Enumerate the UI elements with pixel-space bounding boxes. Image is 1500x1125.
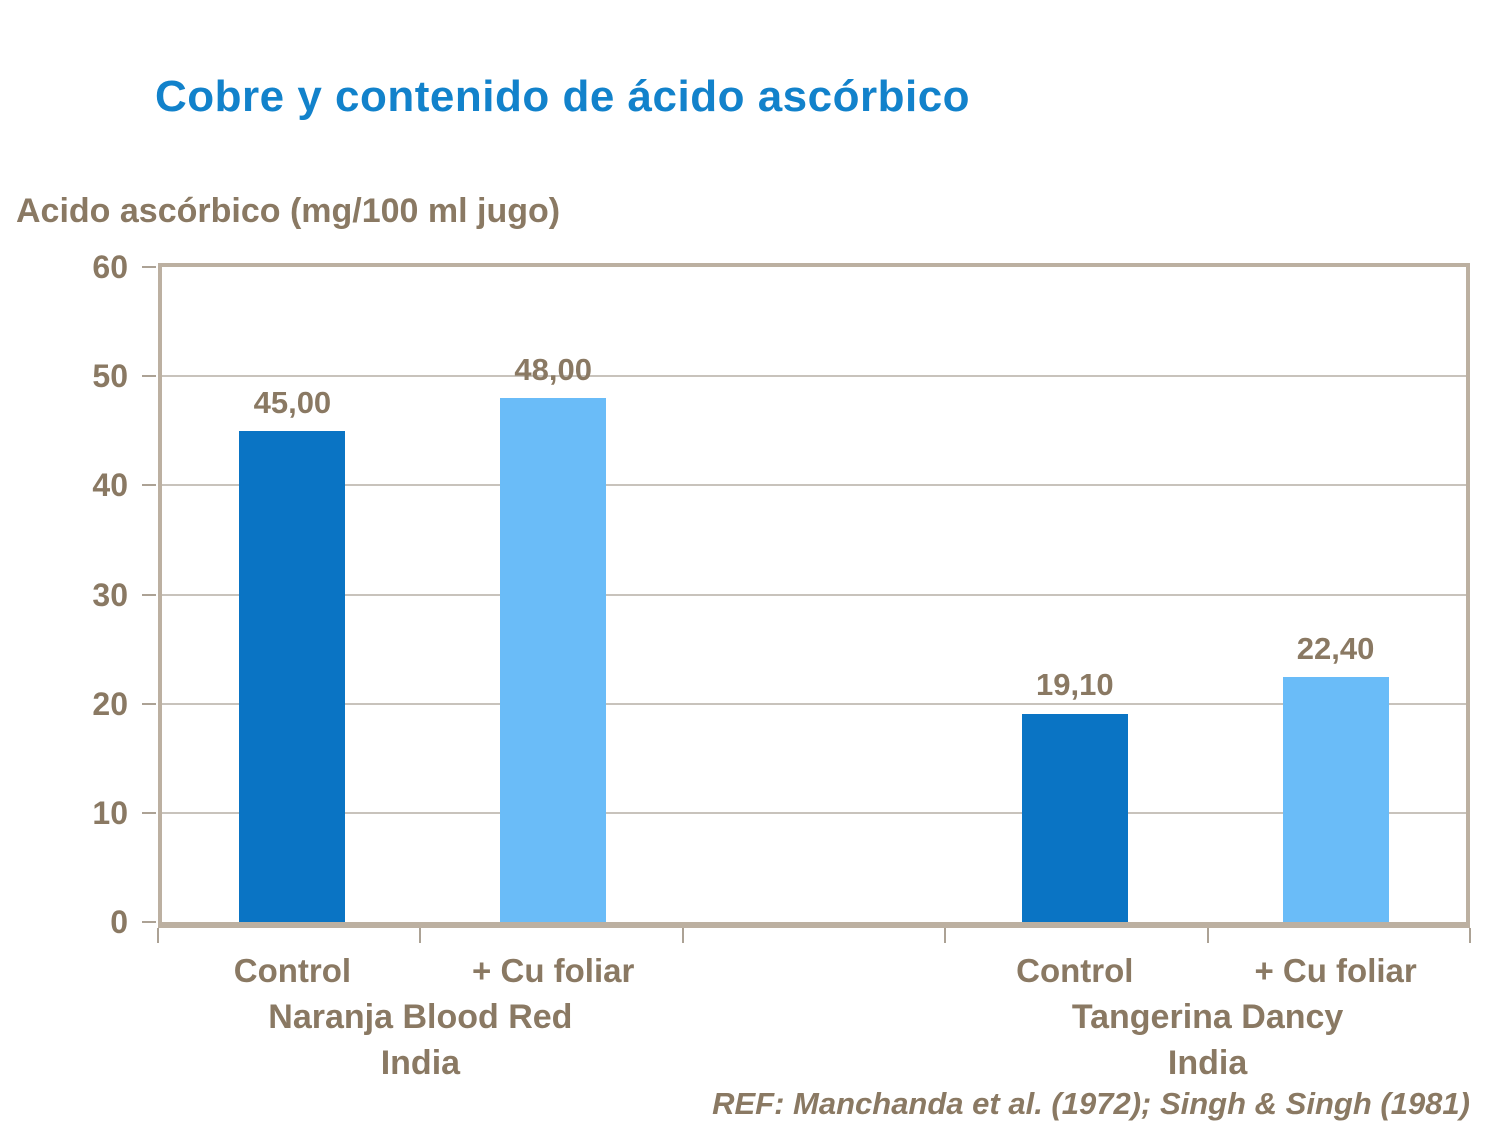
reference-note: REF: Manchanda et al. (1972); Singh & Si… [712,1086,1470,1121]
x-category-label: Control [233,952,352,989]
x-tick-mark-1 [419,928,422,943]
y-tick-label-50: 50 [92,358,128,395]
gridline-20 [162,702,1466,705]
gridline-50 [162,375,1466,378]
gridline-40 [162,484,1466,487]
group-label-1-line2: India [380,1044,461,1082]
bar-value-label: 22,40 [1296,631,1375,667]
bar-value-label: 48,00 [514,352,592,387]
bar-control-slot0 [239,430,346,922]
y-tick-label-10: 10 [92,794,128,831]
bar-value-label: 45,00 [253,384,332,420]
y-tick-mark-20 [142,702,156,705]
y-tick-mark-50 [142,375,156,378]
group-label-2-line1: Tangerina Dancy [1071,998,1344,1036]
plot-area [158,263,1470,928]
y-tick-label-40: 40 [92,467,128,504]
y-tick-mark-10 [142,811,156,814]
x-tick-mark-4 [1206,928,1209,943]
y-tick-mark-0 [142,921,156,923]
y-tick-label-0: 0 [110,904,128,940]
bar-value-label: 19,10 [1036,667,1114,703]
y-axis-title: Acido ascórbico (mg/100 ml jugo) [16,192,561,230]
y-tick-mark-40 [142,484,156,487]
y-tick-label-60: 60 [92,249,128,285]
gridline-10 [162,811,1466,814]
x-tick-mark-5 [1469,928,1471,943]
y-tick-label-30: 30 [92,576,128,613]
x-category-label: Control [1016,952,1134,989]
y-tick-mark-30 [142,593,156,596]
group-label-1-line1: Naranja Blood Red [268,998,573,1036]
x-tick-mark-3 [944,928,947,943]
bar-cu-foliar-slot1 [500,398,607,922]
gridline-30 [162,593,1466,596]
x-category-label: + Cu foliar [1254,952,1417,989]
group-label-2-line2: India [1167,1044,1248,1082]
bar-control-slot3 [1021,713,1128,922]
x-category-label: + Cu foliar [472,952,635,989]
bar-cu-foliar-slot4 [1282,677,1389,922]
y-tick-mark-60 [142,266,156,268]
x-tick-mark-0 [157,928,159,943]
y-tick-label-20: 20 [92,685,128,722]
chart-title: Cobre y contenido de ácido ascórbico [155,72,971,121]
x-tick-mark-2 [681,928,684,943]
